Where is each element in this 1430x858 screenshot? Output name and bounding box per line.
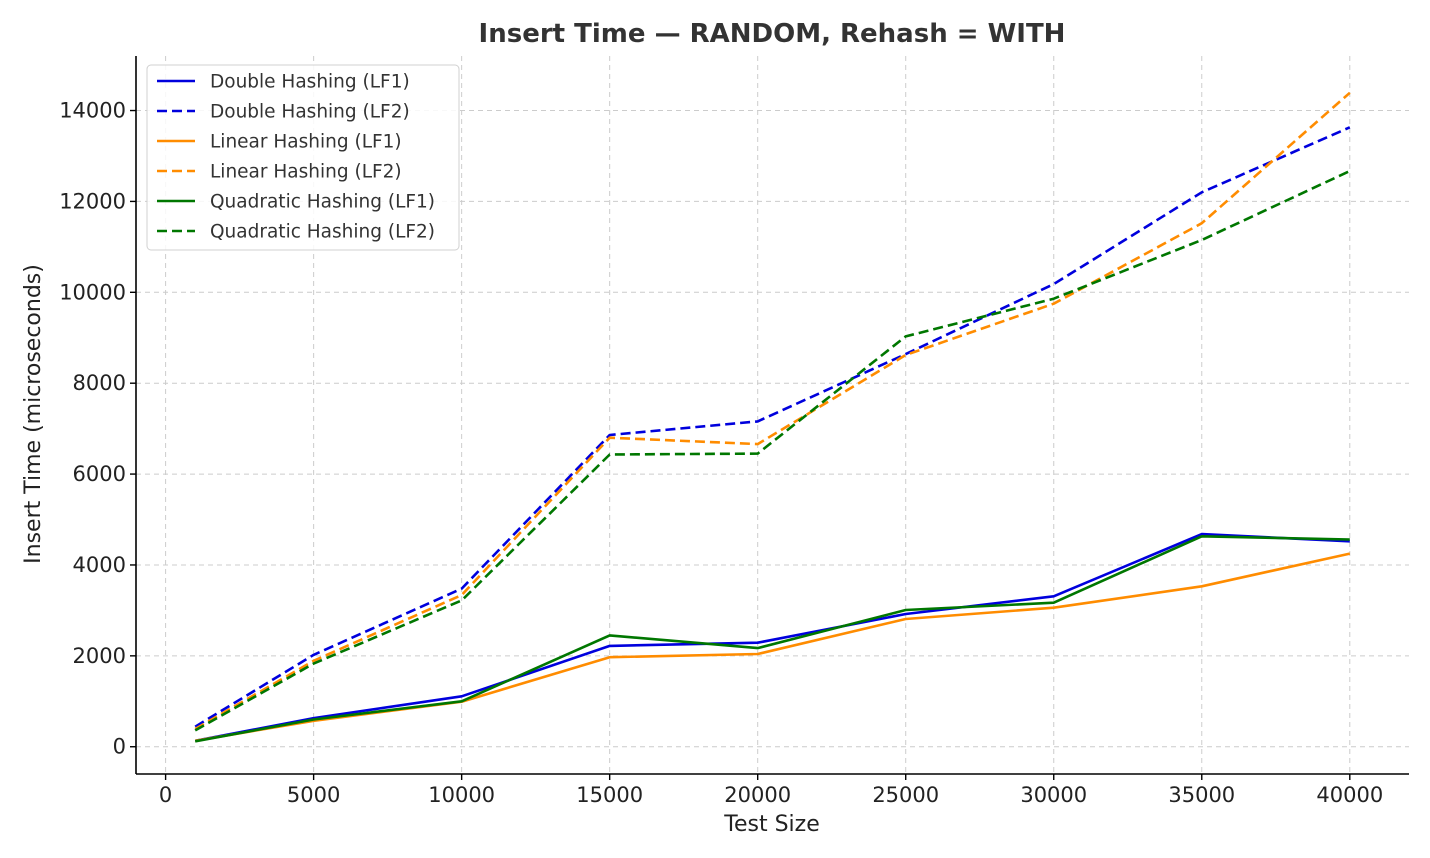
legend-label: Quadratic Hashing (LF1) (210, 192, 435, 213)
x-tick-label: 15000 (576, 783, 643, 807)
y-tick-label: 8000 (73, 371, 126, 395)
legend-box (146, 64, 460, 251)
x-tick-label: 25000 (872, 783, 939, 807)
y-axis-ticks: 0 2000 4000 6000 8000 10000 12000 14000 (59, 99, 136, 759)
x-axis-ticks: 0 5000 10000 15000 20000 25000 30000 35000 40000 (159, 774, 1383, 807)
y-tick-label: 12000 (59, 189, 126, 213)
legend-label: Double Hashing (LF2) (210, 102, 410, 123)
x-tick-label: 0 (159, 783, 172, 807)
x-axis-label: Test Size (723, 812, 819, 837)
legend-label: Linear Hashing (LF2) (210, 162, 402, 183)
series-line-quadratic-hashing-lf1 (194, 534, 1350, 743)
legend-label: Linear Hashing (LF1) (210, 132, 402, 153)
chart-title: Insert Time — RANDOM, Rehash = WITH (479, 19, 1066, 49)
x-tick-label: 30000 (1020, 783, 1087, 807)
legend-label: Double Hashing (LF1) (210, 72, 410, 93)
x-tick-label: 35000 (1168, 783, 1235, 807)
series-line-linear-hashing-lf2 (194, 91, 1351, 731)
y-tick-label: 6000 (73, 462, 126, 486)
series-line-quadratic-hashing-lf2 (194, 169, 1351, 732)
series-line-double-hashing-lf1 (194, 532, 1350, 743)
y-tick-label: 10000 (59, 280, 126, 304)
series-line-double-hashing-lf2 (194, 126, 1351, 728)
x-tick-label: 20000 (724, 783, 791, 807)
series-lines (194, 91, 1351, 743)
x-tick-label: 5000 (287, 783, 340, 807)
y-tick-label: 4000 (73, 553, 126, 577)
x-tick-label: 40000 (1316, 783, 1383, 807)
y-axis-label: Insert Time (microseconds) (21, 264, 46, 564)
legend-label: Quadratic Hashing (LF2) (210, 222, 435, 243)
y-tick-label: 0 (113, 735, 126, 759)
y-tick-label: 14000 (59, 99, 126, 123)
axes (135, 56, 1409, 775)
y-tick-label: 2000 (73, 644, 126, 668)
legend: Double Hashing (LF1) Double Hashing (LF2)… (146, 64, 460, 251)
x-tick-label: 10000 (428, 783, 495, 807)
